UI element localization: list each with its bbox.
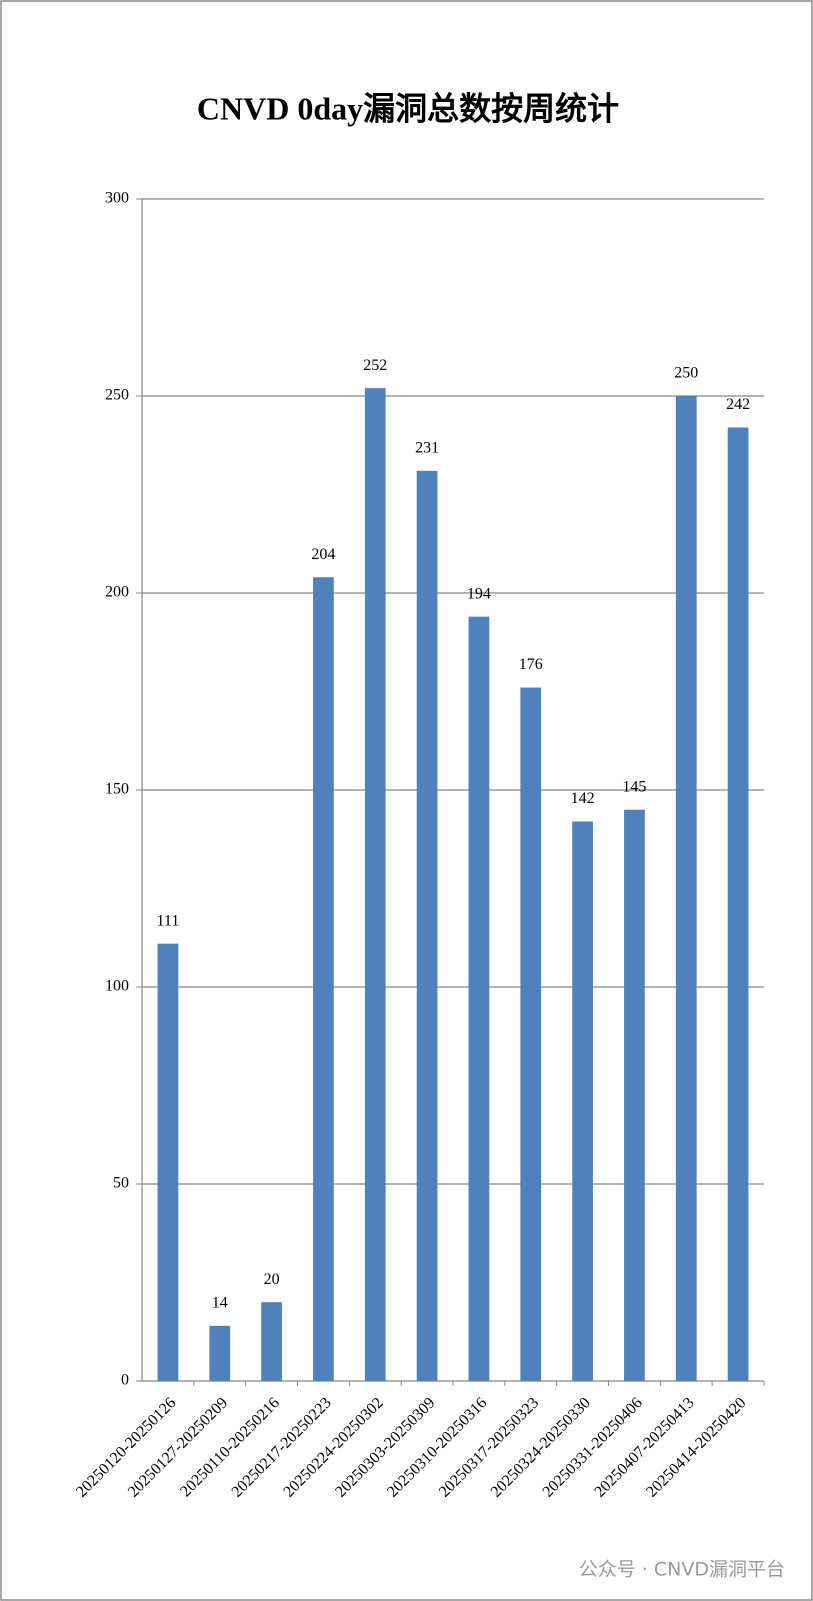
y-tick-label: 0 xyxy=(121,1372,129,1389)
bar xyxy=(157,943,179,1381)
watermark: 公众号 · CNVD漏洞平台 xyxy=(579,1559,785,1581)
bar xyxy=(520,687,542,1381)
data-label: 252 xyxy=(363,357,387,374)
data-label: 145 xyxy=(622,778,646,795)
data-label: 176 xyxy=(519,656,543,673)
data-label: 242 xyxy=(726,396,750,413)
bar xyxy=(364,388,386,1381)
data-label: 231 xyxy=(415,440,439,457)
data-label: 250 xyxy=(674,365,698,382)
y-tick-label: 150 xyxy=(105,781,129,798)
bar xyxy=(416,470,438,1381)
chart-title: CNVD 0day漏洞总数按周统计 xyxy=(197,90,619,126)
y-tick-label: 200 xyxy=(105,584,129,601)
data-label: 204 xyxy=(311,546,335,563)
bar xyxy=(624,809,645,1381)
data-label: 142 xyxy=(571,790,595,807)
bar xyxy=(261,1302,282,1381)
bar xyxy=(727,427,749,1381)
data-label: 194 xyxy=(467,585,491,602)
y-tick-label: 250 xyxy=(105,387,129,404)
bar xyxy=(468,616,490,1381)
y-tick-label: 100 xyxy=(105,978,129,995)
bar xyxy=(209,1325,231,1381)
data-label: 14 xyxy=(212,1295,228,1312)
y-tick-label: 300 xyxy=(105,190,129,207)
bar xyxy=(675,396,697,1381)
data-label: 20 xyxy=(264,1271,280,1288)
y-tick-label: 50 xyxy=(113,1175,129,1192)
data-label: 111 xyxy=(157,912,180,929)
bar xyxy=(572,821,593,1381)
bar xyxy=(313,577,334,1381)
